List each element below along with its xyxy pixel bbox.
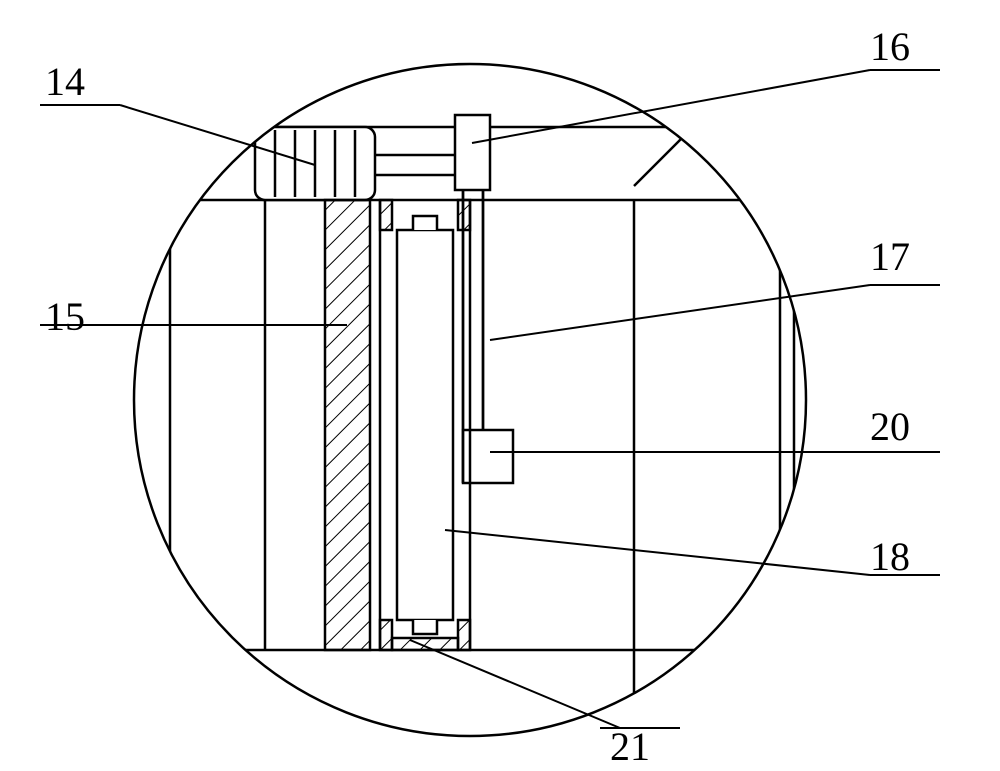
label-14: 14 <box>45 59 85 104</box>
label-21: 21 <box>610 724 650 769</box>
label-18: 18 <box>870 534 910 579</box>
label-17: 17 <box>870 234 910 279</box>
label-16: 16 <box>870 24 910 69</box>
label-15: 15 <box>45 294 85 339</box>
label-20: 20 <box>870 404 910 449</box>
